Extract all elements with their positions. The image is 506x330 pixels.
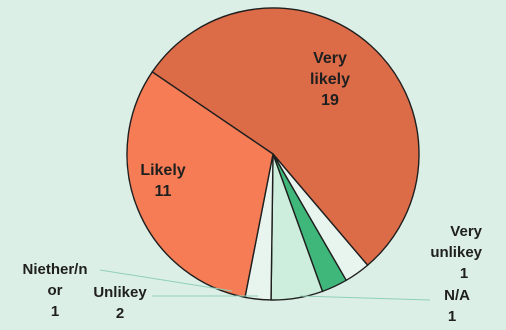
value-likely: 11 [155,183,172,200]
leader-lines [99,269,431,301]
label-very-likely: Very likely 19 [310,50,350,109]
value-niether-n-or: 1 [51,303,59,320]
leader-line-n-a [299,295,431,301]
value-unlikey: 2 [116,305,124,322]
label-unlikey: Unlikey 2 [93,284,147,322]
leader-line-niether-n-or [99,269,233,292]
slice-very-likely [151,7,420,267]
label-likely: Likely 11 [140,162,185,200]
slice-labels: Very likely 19 Very unlikey 1 N/A 1 Unlikey 2Niet… [22,50,482,325]
value-n-a: 1 [448,308,456,325]
pie-slices [126,7,420,301]
slice-likely [126,70,274,299]
label-n-a: N/A 1 [444,287,470,325]
label-niether-n-or: Niether/n or 1 [22,261,87,320]
value-very-likely: 19 [321,92,339,109]
label-very-unlikey: Very unlikey 1 [430,223,482,282]
value-very-unlikey: 1 [460,265,468,282]
